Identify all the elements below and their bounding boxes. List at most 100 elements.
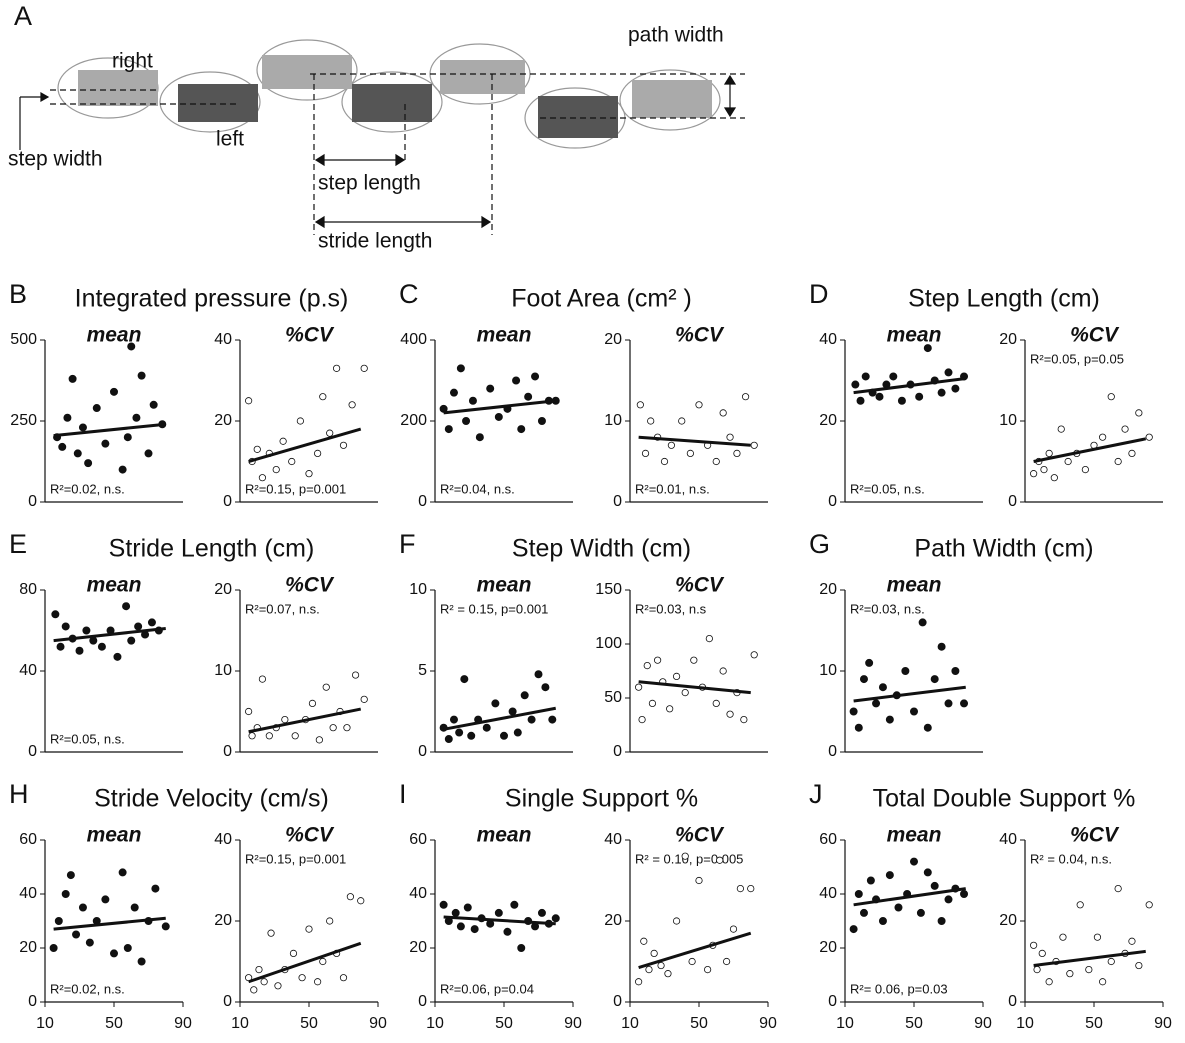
y-tick-label: 20 [19,939,37,956]
subtitle: mean [477,574,532,597]
y-tick-label: 10 [604,412,622,429]
point [1030,470,1036,476]
panel-letter: C [399,279,419,309]
y-tick-label: 0 [828,743,837,760]
point [259,676,265,682]
x-tick-label: 10 [1016,1015,1034,1032]
point [938,389,945,396]
subtitle: %CV [675,574,725,597]
point [128,343,135,350]
point [333,365,339,371]
point [483,724,490,731]
point [641,938,647,944]
subtitle: %CV [285,574,335,597]
annotation: R² = 0.04, n.s. [1030,851,1112,866]
annotation: R²=0.02, n.s. [50,481,125,496]
point [879,917,886,924]
point [654,657,660,663]
subtitle: mean [477,824,532,847]
point [445,735,452,742]
point [297,418,303,424]
point [327,918,333,924]
y-tick-label: 500 [10,331,37,348]
point [152,885,159,892]
point [1099,434,1105,440]
point [924,869,931,876]
y-tick-label: 0 [613,493,622,510]
subtitle: mean [887,574,942,597]
x-tick-label: 10 [231,1015,249,1032]
point [124,944,131,951]
subtitle: mean [87,824,142,847]
point [249,733,255,739]
point [52,611,59,618]
point [323,684,329,690]
annotation: R²=0.05, p=0.05 [1030,351,1124,366]
point [696,402,702,408]
x-tick-label: 90 [369,1015,387,1032]
point [1115,458,1121,464]
point [62,623,69,630]
y-tick-label: 0 [223,743,232,760]
label: stride length [318,230,432,253]
point [320,958,326,964]
point [1030,942,1036,948]
point [696,877,702,883]
point [280,438,286,444]
point [862,373,869,380]
x-tick-label: 50 [300,1015,318,1032]
y-tick-label: 0 [28,993,37,1010]
point [637,402,643,408]
point [742,394,748,400]
y-tick-label: 0 [613,993,622,1010]
panel-letter: E [9,529,27,559]
fit-line [854,378,966,392]
y-tick-label: 0 [1008,993,1017,1010]
point [682,853,688,859]
point [1094,934,1100,940]
point [55,917,62,924]
y-tick-label: 10 [999,412,1017,429]
point [361,365,367,371]
point [924,345,931,352]
x-tick-label: 10 [36,1015,54,1032]
point [635,684,641,690]
panel-letter: B [9,279,27,309]
point [259,475,265,481]
panel-letter: A [14,1,32,31]
point [661,458,667,464]
annotation: R²=0.07, n.s. [245,601,320,616]
point [1108,394,1114,400]
point [69,375,76,382]
figure: A right left path width step width [0,0,1185,1038]
point [549,716,556,723]
point [538,417,545,424]
subtitle: %CV [1070,324,1120,347]
y-tick-label: 40 [819,331,837,348]
point [727,711,733,717]
point [340,975,346,981]
y-tick-label: 20 [999,912,1017,929]
fit-line [639,437,751,445]
point [649,700,655,706]
point [76,647,83,654]
point [713,700,719,706]
subtitle: %CV [285,324,335,347]
point [538,909,545,916]
subtitle: %CV [1070,824,1120,847]
annotation: R²= 0.06, p=0.03 [850,981,948,996]
y-tick-label: 50 [604,689,622,706]
x-tick-label: 10 [621,1015,639,1032]
point [457,923,464,930]
annotation: R²=0.15, p=0.001 [245,481,346,496]
point [511,901,518,908]
point [689,958,695,964]
point [679,418,685,424]
point [114,653,121,660]
y-tick-label: 0 [418,493,427,510]
point [1034,966,1040,972]
x-tick-label: 90 [759,1015,777,1032]
point [509,708,516,715]
point [462,417,469,424]
point [910,708,917,715]
